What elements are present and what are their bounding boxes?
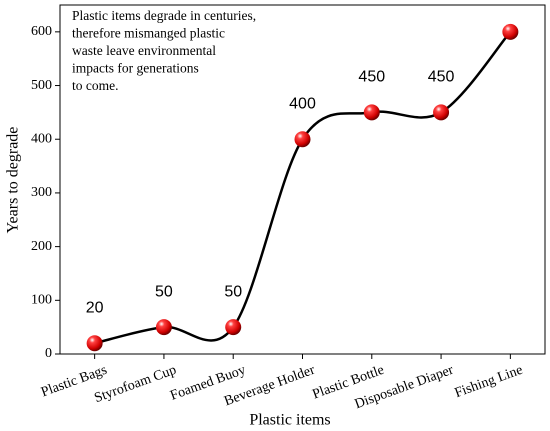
data-label: 50 bbox=[155, 283, 173, 300]
y-tick-label: 300 bbox=[31, 185, 52, 200]
x-tick-label: Fishing Line bbox=[453, 363, 525, 401]
x-axis-title: Plastic items bbox=[249, 412, 330, 429]
y-tick-label: 100 bbox=[31, 293, 52, 308]
y-tick-label: 400 bbox=[31, 131, 52, 146]
annotation: therefore mismanged plastic bbox=[72, 26, 225, 41]
marker bbox=[225, 319, 242, 336]
y-tick-label: 500 bbox=[31, 78, 52, 93]
annotation: Plastic items degrade in centuries, bbox=[72, 8, 256, 23]
annotation: waste leave environmental bbox=[72, 43, 216, 58]
y-axis-title: Years to degrade bbox=[5, 127, 22, 234]
y-tick-label: 200 bbox=[31, 239, 52, 254]
data-label: 50 bbox=[224, 283, 242, 300]
data-label: 20 bbox=[86, 299, 104, 316]
data-label: 450 bbox=[428, 69, 455, 86]
marker bbox=[294, 131, 311, 148]
marker bbox=[86, 335, 103, 352]
y-tick-label: 0 bbox=[45, 346, 52, 361]
marker bbox=[363, 104, 380, 121]
marker bbox=[502, 23, 519, 40]
data-label: 450 bbox=[358, 69, 385, 86]
data-label: 400 bbox=[289, 95, 316, 112]
annotation: to come. bbox=[72, 78, 119, 93]
marker bbox=[433, 104, 450, 121]
annotation: impacts for generations bbox=[72, 61, 199, 76]
y-tick-label: 600 bbox=[31, 24, 52, 39]
marker bbox=[155, 319, 172, 336]
